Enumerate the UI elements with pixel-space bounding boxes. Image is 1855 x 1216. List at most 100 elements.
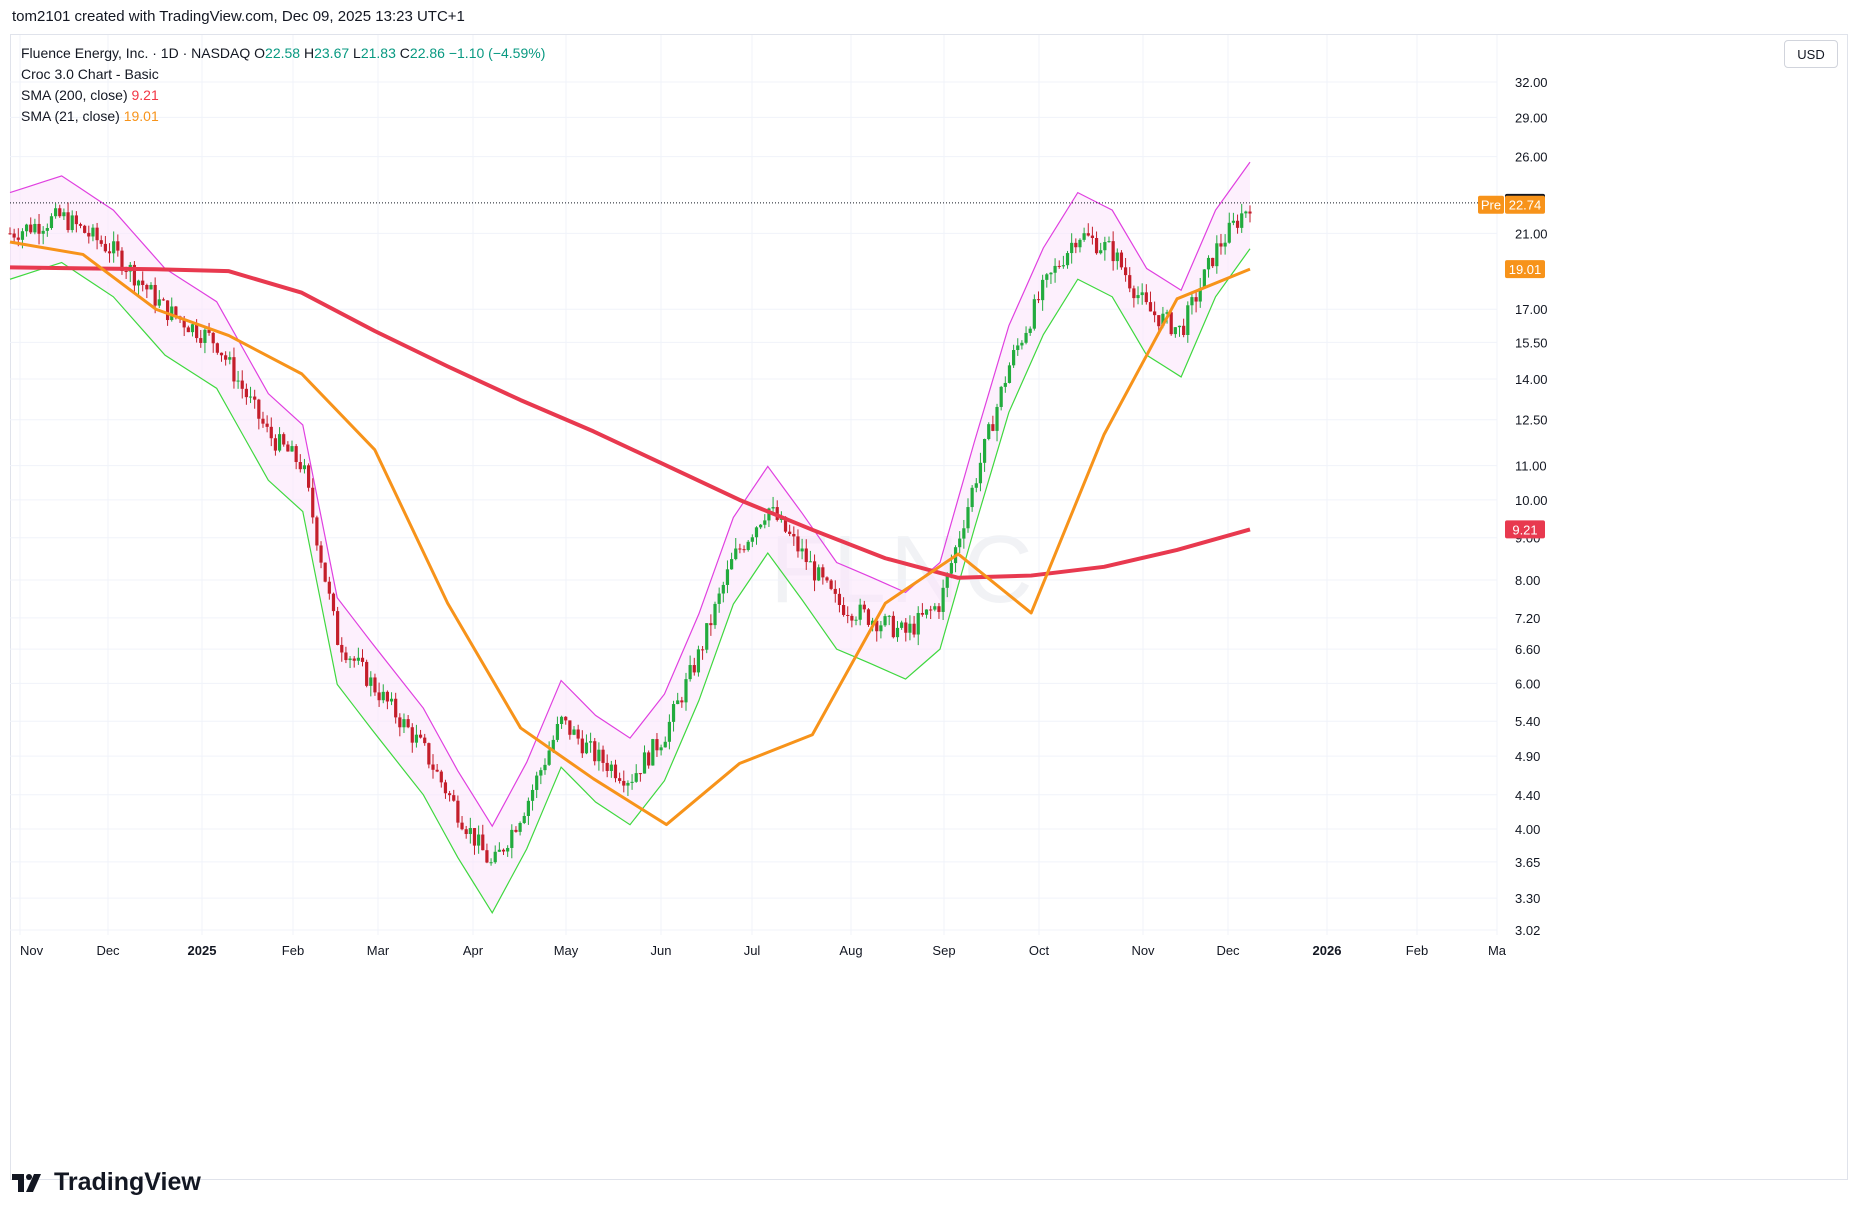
candle-body <box>555 723 560 740</box>
candle-body <box>866 609 871 625</box>
candle-body <box>671 704 676 722</box>
candle-body <box>829 580 833 589</box>
candle-body <box>1107 241 1111 243</box>
x-tick-label: Ma <box>1488 943 1507 958</box>
candle-body <box>850 615 854 621</box>
candle-body <box>311 487 315 518</box>
candle-body <box>1057 265 1061 267</box>
candle-body <box>66 212 70 231</box>
candle-body <box>352 658 356 661</box>
candle-body <box>804 548 808 563</box>
candle-body <box>1190 297 1194 306</box>
x-tick-label: Dec <box>1216 943 1240 958</box>
axes: 32.00 29.00 26.00 21.00 17.00 15.50 14.00 12.50… <box>20 75 1548 958</box>
candle-body <box>763 520 767 525</box>
price-label-pre <box>1505 195 1545 214</box>
candle-body <box>161 299 166 301</box>
candle-body <box>713 603 717 626</box>
candle-body <box>692 665 696 673</box>
candle-body <box>248 396 253 398</box>
high-value: 23.67 <box>314 45 350 61</box>
currency-button[interactable]: USD <box>1784 40 1838 68</box>
candle-body <box>759 524 763 528</box>
candle-body <box>306 465 311 488</box>
candle-body <box>535 775 539 790</box>
candle-body <box>443 782 448 794</box>
candle-body <box>924 609 929 615</box>
candle-body <box>966 507 970 529</box>
candle-body <box>302 465 307 470</box>
candle-body <box>883 616 887 626</box>
candle-body <box>1078 239 1082 248</box>
y-tick-label: 6.00 <box>1515 676 1540 691</box>
candle-body <box>489 862 493 864</box>
candle-body <box>20 231 25 240</box>
y-tick-label: 7.20 <box>1515 611 1540 626</box>
candle-body <box>1169 312 1173 335</box>
candle-body <box>298 462 302 470</box>
candle-body <box>261 418 265 424</box>
candle-body <box>165 300 170 321</box>
y-tick-label: 3.30 <box>1515 891 1540 906</box>
low-value: 21.83 <box>360 45 396 61</box>
candle-body <box>651 739 655 766</box>
candle-body <box>369 677 373 686</box>
candle-body <box>904 622 908 633</box>
chart-frame[interactable] <box>10 34 1848 1180</box>
tradingview-logo-icon <box>12 1173 41 1192</box>
candle-body <box>107 251 112 254</box>
candle-body <box>634 773 638 782</box>
candle-body <box>929 609 933 611</box>
candle-body <box>734 548 738 560</box>
candle-body <box>95 227 99 241</box>
candle-body <box>410 727 414 743</box>
candle-body <box>37 223 41 234</box>
candle-body <box>846 614 850 616</box>
candle-body <box>232 357 236 382</box>
candle-body <box>941 587 945 612</box>
y-tick-label: 8.00 <box>1515 573 1540 588</box>
candle-body <box>116 241 120 251</box>
candle-body <box>825 577 829 581</box>
sma200-label[interactable]: SMA (200, close) <box>21 87 128 103</box>
price-label-sma21 <box>1505 260 1545 279</box>
y-tick-label: 21.00 <box>1515 226 1548 241</box>
candle-body <box>717 593 721 604</box>
candle-body <box>377 692 381 701</box>
candle-body <box>41 230 45 234</box>
candle-body <box>622 780 626 786</box>
candle-body <box>257 399 261 419</box>
candle-body <box>344 652 348 661</box>
candle-body <box>389 698 394 702</box>
candle-body <box>642 752 647 774</box>
candle-body <box>862 604 866 610</box>
candle-body <box>103 243 107 252</box>
sma21-label[interactable]: SMA (21, close) <box>21 108 120 124</box>
candle-body <box>1231 220 1236 223</box>
moving-averages <box>9 240 1251 827</box>
symbol-name[interactable]: Fluence Energy, Inc. · 1D · NASDAQ <box>21 45 251 61</box>
candle-body <box>626 782 630 786</box>
candle-body <box>908 623 912 633</box>
candle-body <box>568 720 572 735</box>
footer-brand[interactable]: TradingView <box>12 1168 201 1197</box>
candle-body <box>33 223 37 233</box>
x-tick-label: 2025 <box>188 943 217 958</box>
candle-body <box>999 386 1003 407</box>
candle-body <box>149 284 153 290</box>
candle-body <box>655 739 659 751</box>
candle-body <box>78 224 83 226</box>
candle-body <box>1223 242 1227 247</box>
y-tick-label: 3.65 <box>1515 855 1540 870</box>
candle-body <box>584 742 589 754</box>
candle-body <box>949 563 954 574</box>
candle-body <box>1049 272 1053 275</box>
candle-body <box>1215 243 1219 267</box>
candle-body <box>1165 312 1169 314</box>
candle-body <box>812 561 817 581</box>
candle-body <box>1082 233 1086 240</box>
legend-indicator[interactable]: Croc 3.0 Chart - Basic <box>21 66 159 82</box>
candle-body <box>638 773 642 775</box>
price-label-text: 19.01 <box>1509 262 1542 277</box>
